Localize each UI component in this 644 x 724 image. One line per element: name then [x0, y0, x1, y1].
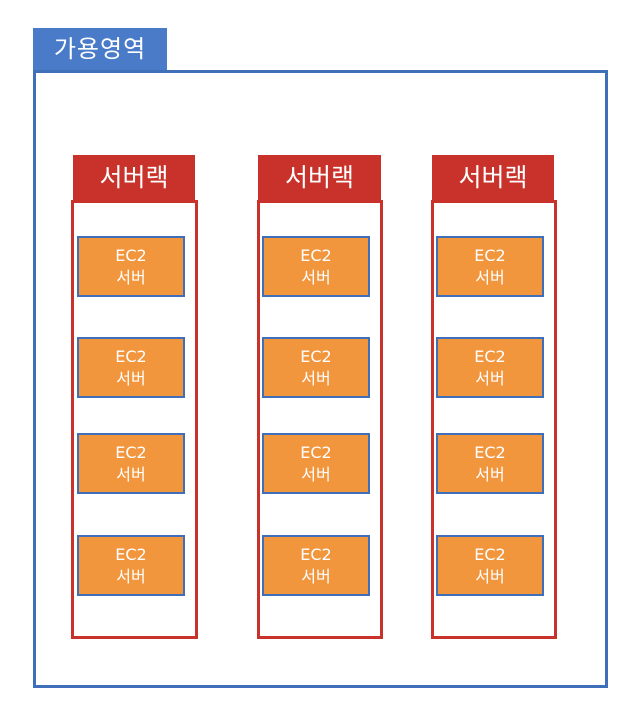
server-rack-header-1: 서버랙 [73, 155, 195, 200]
ec2-server-type: EC2 [474, 544, 506, 564]
ec2-server-box: EC2 서버 [77, 433, 185, 494]
ec2-server-box: EC2 서버 [262, 337, 370, 398]
ec2-server-box: EC2 서버 [436, 535, 544, 596]
ec2-server-box: EC2 서버 [262, 535, 370, 596]
ec2-server-type: EC2 [115, 245, 147, 265]
ec2-server-type: EC2 [300, 245, 332, 265]
ec2-server-type: EC2 [300, 544, 332, 564]
ec2-server-label: 서버 [116, 464, 146, 484]
ec2-server-box: EC2 서버 [262, 433, 370, 494]
ec2-server-label: 서버 [116, 368, 146, 388]
server-rack-2 [257, 200, 383, 639]
ec2-server-label: 서버 [116, 566, 146, 586]
server-rack-1 [71, 200, 198, 639]
ec2-server-label: 서버 [475, 464, 505, 484]
ec2-server-type: EC2 [115, 346, 147, 366]
ec2-server-label: 서버 [475, 368, 505, 388]
ec2-server-type: EC2 [474, 346, 506, 366]
ec2-server-box: EC2 서버 [77, 535, 185, 596]
ec2-server-box: EC2 서버 [77, 337, 185, 398]
server-rack-header-2: 서버랙 [258, 155, 381, 200]
ec2-server-type: EC2 [300, 442, 332, 462]
ec2-server-label: 서버 [301, 566, 331, 586]
ec2-server-box: EC2 서버 [436, 236, 544, 297]
availability-zone-label: 가용영역 [33, 28, 167, 70]
availability-zone-container [33, 70, 608, 688]
server-rack-header-3: 서버랙 [432, 155, 554, 200]
ec2-server-label: 서버 [475, 566, 505, 586]
ec2-server-type: EC2 [474, 245, 506, 265]
ec2-server-box: EC2 서버 [77, 236, 185, 297]
ec2-server-type: EC2 [115, 442, 147, 462]
ec2-server-box: EC2 서버 [436, 433, 544, 494]
ec2-server-label: 서버 [116, 267, 146, 287]
ec2-server-label: 서버 [301, 464, 331, 484]
ec2-server-box: EC2 서버 [262, 236, 370, 297]
ec2-server-label: 서버 [475, 267, 505, 287]
ec2-server-type: EC2 [474, 442, 506, 462]
ec2-server-type: EC2 [115, 544, 147, 564]
server-rack-3 [431, 200, 557, 639]
ec2-server-type: EC2 [300, 346, 332, 366]
ec2-server-label: 서버 [301, 267, 331, 287]
ec2-server-box: EC2 서버 [436, 337, 544, 398]
ec2-server-label: 서버 [301, 368, 331, 388]
